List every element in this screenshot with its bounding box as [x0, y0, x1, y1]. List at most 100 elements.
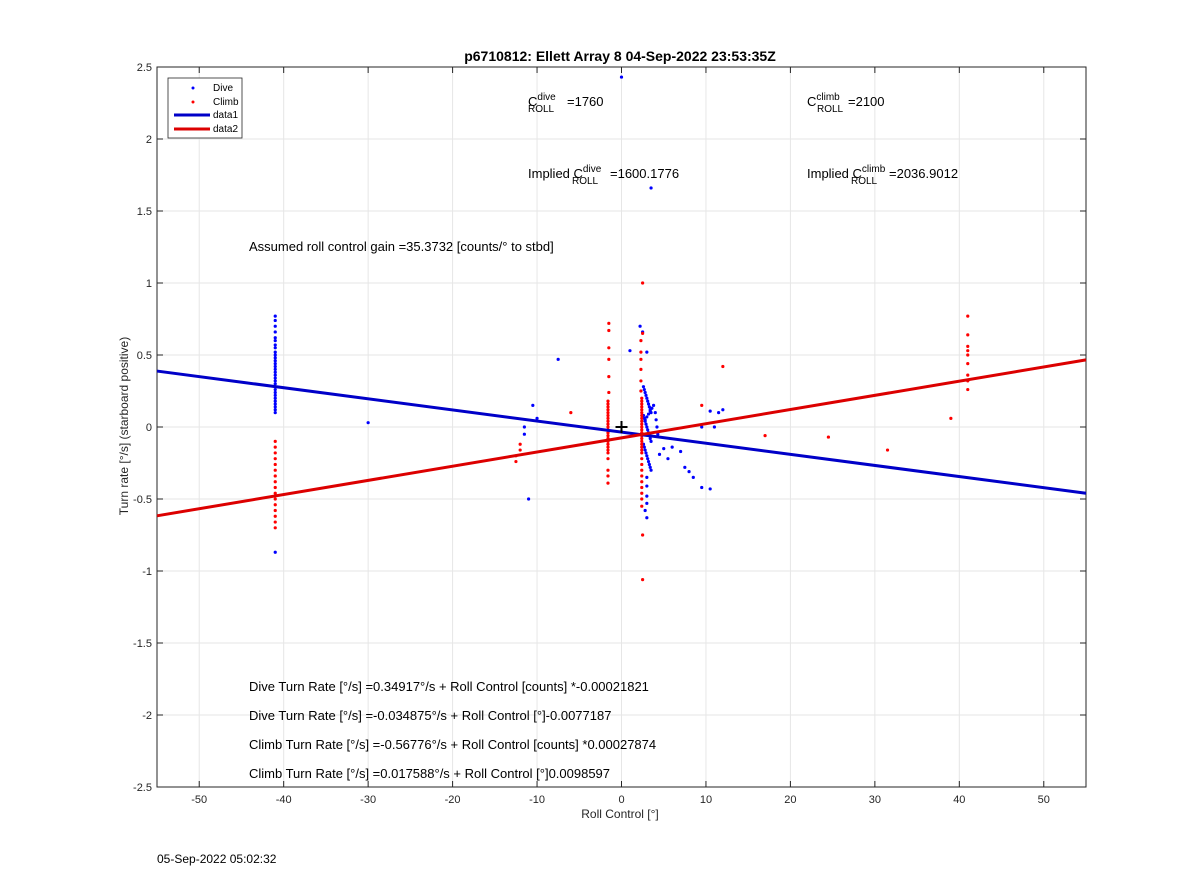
dive-point — [273, 364, 277, 369]
climb-point — [639, 367, 643, 371]
climb-point — [273, 480, 277, 484]
climb-point — [606, 448, 610, 452]
y-tick-label: 0.5 — [137, 350, 152, 362]
dive-point — [679, 449, 683, 454]
dive-point — [666, 457, 670, 461]
climb-point — [826, 435, 831, 439]
climb-point — [640, 445, 644, 449]
dive-point — [647, 462, 651, 467]
climb-point — [607, 375, 611, 379]
climb-point — [640, 425, 644, 429]
dive-point — [273, 387, 277, 392]
c-roll-dive-value: =1760 — [567, 94, 604, 109]
dive-point — [653, 411, 657, 415]
dive-point — [638, 324, 642, 328]
climb-point — [273, 508, 277, 513]
implied-dive-value: =1600.1776 — [610, 166, 679, 181]
climb-point — [640, 422, 644, 426]
climb-point — [640, 416, 644, 420]
climb-point — [966, 314, 970, 318]
climb-point — [273, 462, 277, 467]
dive-point — [700, 425, 704, 429]
dive-point — [648, 409, 652, 413]
climb-point — [640, 468, 644, 472]
dive-point — [644, 422, 648, 426]
dive-point — [273, 399, 277, 403]
climb-point — [639, 357, 643, 361]
dive-point — [366, 421, 370, 425]
dive-point — [273, 359, 277, 363]
climb-degrees-equation: Climb Turn Rate [°/s] =0.017588°/s + Rol… — [249, 766, 610, 781]
dive-point — [670, 445, 674, 449]
dive-point — [657, 452, 662, 456]
legend-dive-label: Dive — [213, 83, 233, 94]
dive-point — [531, 403, 535, 407]
dive-point — [273, 346, 277, 350]
legend-climb-marker — [191, 100, 195, 104]
dive-point — [642, 445, 646, 449]
dive-point — [273, 339, 277, 343]
y-tick-label: -1.5 — [133, 638, 152, 650]
dive-point — [645, 425, 649, 429]
dive-point — [646, 459, 651, 464]
roll-gain-annotation: Assumed roll control gain =35.3732 [coun… — [249, 239, 554, 254]
dive-point — [643, 448, 647, 452]
climb-point — [966, 333, 970, 337]
climb-point — [606, 413, 610, 418]
dive-point — [643, 390, 647, 395]
dive-point — [644, 451, 648, 455]
climb-point — [640, 428, 644, 432]
x-tick-label: 10 — [700, 794, 712, 806]
climb-point — [273, 491, 277, 495]
climb-point — [700, 403, 704, 407]
dive-point — [645, 396, 649, 400]
climb-point — [606, 457, 610, 461]
dive-point — [683, 465, 687, 469]
climb-point — [639, 350, 643, 354]
climb-point — [273, 474, 277, 478]
dive-point — [662, 447, 666, 451]
dive-point — [619, 75, 624, 79]
climb-point — [640, 419, 644, 423]
dive-point — [273, 318, 277, 323]
plot-data — [156, 75, 1087, 582]
dive-point — [273, 396, 277, 400]
climb-point — [640, 504, 644, 508]
dive-point — [645, 501, 649, 505]
dive-point — [645, 454, 649, 458]
climb-point — [569, 411, 573, 415]
climb-point — [606, 399, 610, 403]
dive-point — [641, 385, 646, 389]
y-axis-label: Turn rate [°/s] (starboard positive) — [117, 337, 131, 515]
climb-point — [639, 339, 643, 343]
climb-point — [949, 416, 953, 420]
dive-point — [522, 432, 526, 436]
climb-point — [641, 331, 645, 335]
climb-point — [640, 474, 644, 478]
y-tick-label: -1 — [142, 566, 152, 578]
dive-point — [273, 379, 277, 383]
x-tick-label: -50 — [191, 794, 207, 806]
dive-point — [646, 428, 650, 432]
generated-timestamp: 05-Sep-2022 05:02:32 — [157, 852, 277, 866]
climb-point — [606, 451, 610, 455]
dive-point — [273, 356, 277, 360]
climb-point — [273, 439, 277, 443]
dive-point — [273, 405, 277, 409]
climb-point — [273, 526, 277, 530]
climb-point — [273, 451, 277, 455]
chart-title: p6710812: Ellett Array 8 04-Sep-2022 23:… — [464, 48, 776, 64]
dive-counts-equation: Dive Turn Rate [°/s] =0.34917°/s + Roll … — [249, 679, 649, 694]
c-roll-climb-value: =2100 — [848, 94, 885, 109]
data2-fit-line — [156, 358, 1087, 518]
climb-point — [273, 468, 277, 472]
dive-point — [273, 411, 277, 415]
dive-point — [273, 362, 277, 366]
climb-point — [640, 402, 644, 406]
dive-point — [643, 418, 647, 422]
climb-point — [640, 462, 644, 467]
climb-point — [273, 520, 277, 524]
climb-point — [640, 485, 644, 490]
dive-point — [721, 408, 725, 412]
climb-point — [640, 436, 644, 441]
